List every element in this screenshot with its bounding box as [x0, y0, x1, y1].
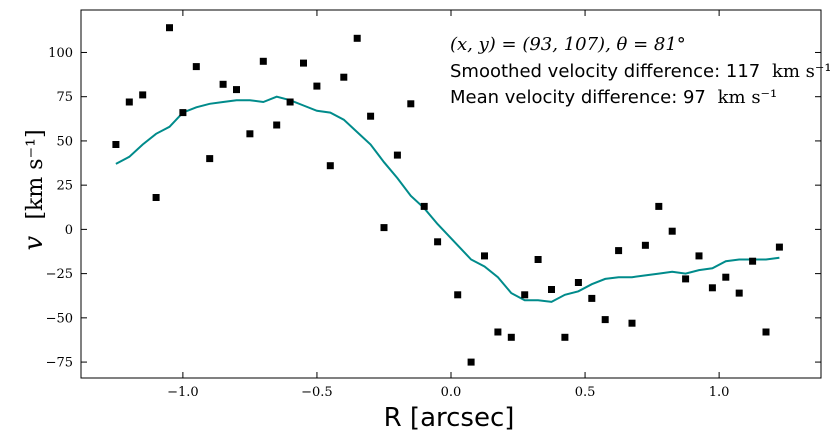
annotation-box: (x, y) = (93, 107), θ = 81° Smoothed vel…	[450, 34, 830, 108]
velocity-point	[762, 328, 770, 336]
x-axis-title: R [arcsec]	[384, 403, 515, 433]
velocity-point	[628, 319, 636, 327]
velocity-point	[507, 333, 515, 341]
velocity-point	[467, 358, 475, 366]
velocity-point	[326, 162, 334, 170]
y-axis-title: v [km s⁻¹]	[19, 129, 49, 250]
velocity-point	[246, 130, 254, 138]
mean-difference-text: Mean velocity difference: 97	[450, 87, 706, 108]
y-tick-label: 75	[56, 90, 73, 105]
y-axis-variable: v	[19, 236, 49, 251]
velocity-point	[588, 294, 596, 302]
x-tick-label: 0.0	[441, 385, 462, 400]
velocity-point	[561, 333, 569, 341]
tick-marks	[81, 10, 821, 378]
y-tick-label: 50	[56, 134, 73, 149]
velocity-point	[655, 202, 663, 210]
y-tick-label: −75	[46, 356, 73, 371]
velocity-point	[641, 241, 649, 249]
x-tick-labels: −1.0 −0.5 0.0 0.5 1.0	[167, 385, 729, 400]
velocity-point	[722, 273, 730, 281]
velocity-point	[380, 224, 388, 232]
velocity-point	[668, 227, 676, 235]
velocity-point	[521, 291, 529, 299]
velocity-point	[273, 121, 281, 129]
x-tick-label: 0.5	[575, 385, 596, 400]
velocity-point	[353, 34, 361, 42]
y-tick-label: 100	[48, 46, 73, 61]
velocity-point	[682, 275, 690, 283]
velocity-point	[166, 24, 173, 32]
velocity-point	[601, 316, 609, 324]
velocity-points	[112, 24, 783, 366]
velocity-point	[615, 247, 623, 255]
velocity-point	[695, 252, 703, 260]
y-tick-label: 0	[65, 223, 73, 238]
velocity-point	[313, 82, 321, 90]
velocity-point	[735, 289, 743, 297]
velocity-point	[300, 59, 307, 67]
velocity-point	[548, 286, 555, 293]
velocity-point	[393, 151, 401, 159]
velocity-point	[454, 291, 462, 299]
velocity-point	[481, 252, 488, 260]
y-tick-label: 25	[56, 179, 73, 194]
velocity-point	[367, 112, 375, 120]
velocity-point	[152, 194, 160, 201]
velocity-point	[125, 98, 133, 106]
velocity-point	[233, 86, 240, 94]
velocity-point	[340, 73, 348, 81]
velocity-point	[775, 243, 783, 251]
velocity-point	[749, 257, 757, 265]
velocity-point	[420, 202, 428, 210]
plot-frame	[80, 9, 822, 379]
annotation-smoothed-difference: Smoothed velocity difference: 117 km s⁻¹	[450, 61, 830, 82]
velocity-point	[192, 63, 200, 71]
y-tick-label: −25	[46, 267, 73, 282]
x-tick-label: −0.5	[301, 385, 333, 400]
y-axis-unit: [km s⁻¹]	[23, 129, 48, 219]
smoothed-difference-unit: km s⁻¹	[772, 61, 830, 82]
velocity-point	[179, 109, 187, 117]
smoothed-difference-text: Smoothed velocity difference: 117	[450, 61, 760, 82]
velocity-point	[206, 155, 214, 163]
velocity-point	[494, 328, 502, 336]
mean-difference-unit: km s⁻¹	[718, 87, 778, 108]
x-tick-label: 1.0	[709, 385, 730, 400]
velocity-point	[434, 238, 442, 246]
smoothed-velocity-line	[115, 95, 780, 303]
x-tick-label: −1.0	[167, 385, 199, 400]
velocity-point	[534, 256, 542, 263]
annotation-position-angle: (x, y) = (93, 107), θ = 81°	[450, 34, 686, 55]
velocity-point	[139, 91, 147, 99]
velocity-point	[219, 80, 227, 88]
velocity-point	[259, 57, 267, 65]
annotation-mean-difference: Mean velocity difference: 97 km s⁻¹	[450, 87, 777, 108]
velocity-point	[112, 141, 120, 148]
velocity-point	[574, 279, 582, 286]
velocity-point	[708, 284, 716, 292]
y-tick-labels: −75 −50 −25 0 25 50 75 100	[46, 46, 73, 371]
velocity-point	[286, 98, 294, 106]
velocity-point	[407, 100, 415, 108]
y-tick-label: −50	[46, 311, 73, 326]
